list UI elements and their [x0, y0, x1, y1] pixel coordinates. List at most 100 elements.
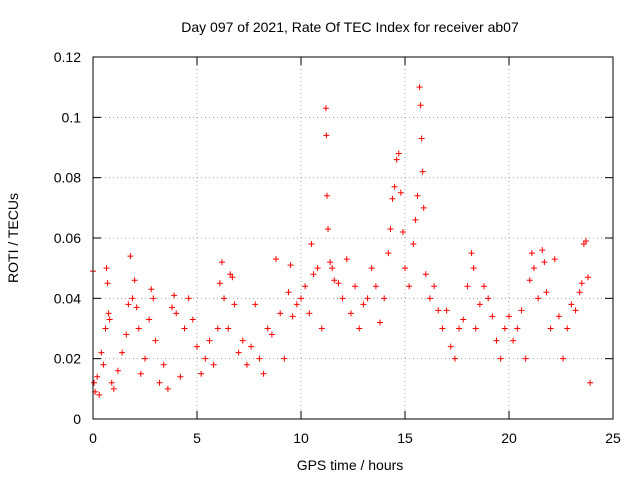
data-point: [582, 238, 589, 245]
data-point: [447, 343, 454, 350]
data-point: [578, 280, 585, 287]
data-point: [214, 325, 221, 332]
y-tick-label: 0.06: [54, 230, 81, 246]
data-point: [260, 370, 267, 377]
data-point: [104, 280, 111, 287]
data-point: [323, 132, 330, 139]
data-point: [331, 277, 338, 284]
data-point: [105, 310, 112, 317]
data-point: [327, 259, 334, 266]
data-point: [476, 301, 483, 308]
data-point: [181, 325, 188, 332]
data-point: [318, 325, 325, 332]
data-point: [420, 204, 427, 211]
data-point: [293, 301, 300, 308]
data-point: [302, 283, 309, 290]
data-point: [417, 102, 424, 109]
data-point: [385, 250, 392, 257]
data-point: [114, 367, 121, 374]
data-point: [98, 349, 105, 356]
data-point: [572, 307, 579, 314]
data-point: [418, 135, 425, 142]
data-point: [443, 307, 450, 314]
data-point: [110, 385, 117, 392]
data-point: [177, 373, 184, 380]
data-point: [185, 295, 192, 302]
data-point: [96, 391, 103, 398]
data-point: [431, 283, 438, 290]
data-point: [173, 310, 180, 317]
data-point: [493, 337, 500, 344]
data-point: [273, 256, 280, 263]
data-point: [119, 349, 126, 356]
data-point: [106, 316, 113, 323]
data-point: [127, 253, 134, 260]
data-point: [94, 373, 101, 380]
data-point: [412, 216, 419, 223]
data-point: [514, 325, 521, 332]
data-point: [381, 295, 388, 302]
data-point: [397, 189, 404, 196]
y-tick-label: 0.02: [54, 351, 81, 367]
data-point: [481, 283, 488, 290]
data-point: [464, 283, 471, 290]
data-point: [137, 370, 144, 377]
x-tick-label: 0: [89, 430, 97, 446]
data-point: [485, 295, 492, 302]
data-point: [131, 277, 138, 284]
data-point: [229, 274, 236, 281]
data-point: [287, 262, 294, 269]
data-point: [372, 283, 379, 290]
data-point: [221, 295, 228, 302]
data-point: [171, 292, 178, 299]
data-point: [314, 265, 321, 272]
data-point: [539, 247, 546, 254]
data-point: [256, 355, 263, 362]
data-point: [422, 271, 429, 278]
data-point: [100, 361, 107, 368]
data-point: [281, 355, 288, 362]
data-point: [133, 304, 140, 311]
data-point: [551, 256, 558, 263]
x-tick-label: 5: [193, 430, 201, 446]
data-point: [264, 325, 271, 332]
data-point: [506, 313, 512, 320]
y-tick-label: 0.12: [54, 49, 81, 65]
data-point: [252, 301, 259, 308]
data-point: [91, 379, 98, 386]
data-point: [248, 343, 255, 350]
data-point: [414, 192, 421, 199]
data-point: [393, 156, 400, 163]
data-point: [308, 241, 315, 248]
data-point: [518, 307, 525, 314]
grid-lines: [93, 57, 613, 419]
data-point: [460, 316, 467, 323]
data-point: [218, 259, 225, 266]
x-tick-label: 25: [605, 430, 621, 446]
data-point: [194, 343, 200, 350]
data-point: [439, 325, 446, 332]
data-point: [368, 265, 375, 272]
data-point: [364, 295, 371, 302]
data-point: [576, 289, 583, 296]
data-point: [530, 265, 537, 272]
data-point: [389, 195, 396, 202]
data-point: [585, 274, 592, 281]
data-point: [146, 316, 153, 323]
data-point: [150, 295, 157, 302]
data-point: [541, 259, 548, 266]
x-tick-label: 20: [501, 430, 517, 446]
data-point: [156, 379, 163, 386]
data-points: [90, 84, 594, 398]
data-point: [142, 355, 148, 362]
data-point: [419, 168, 426, 175]
data-point: [522, 355, 529, 362]
data-point: [352, 283, 359, 290]
data-point: [216, 280, 223, 287]
data-point: [148, 286, 155, 293]
data-point: [227, 271, 234, 278]
x-tick-label: 15: [397, 430, 413, 446]
data-point: [123, 331, 130, 338]
data-point: [402, 265, 408, 272]
data-point: [108, 379, 115, 386]
